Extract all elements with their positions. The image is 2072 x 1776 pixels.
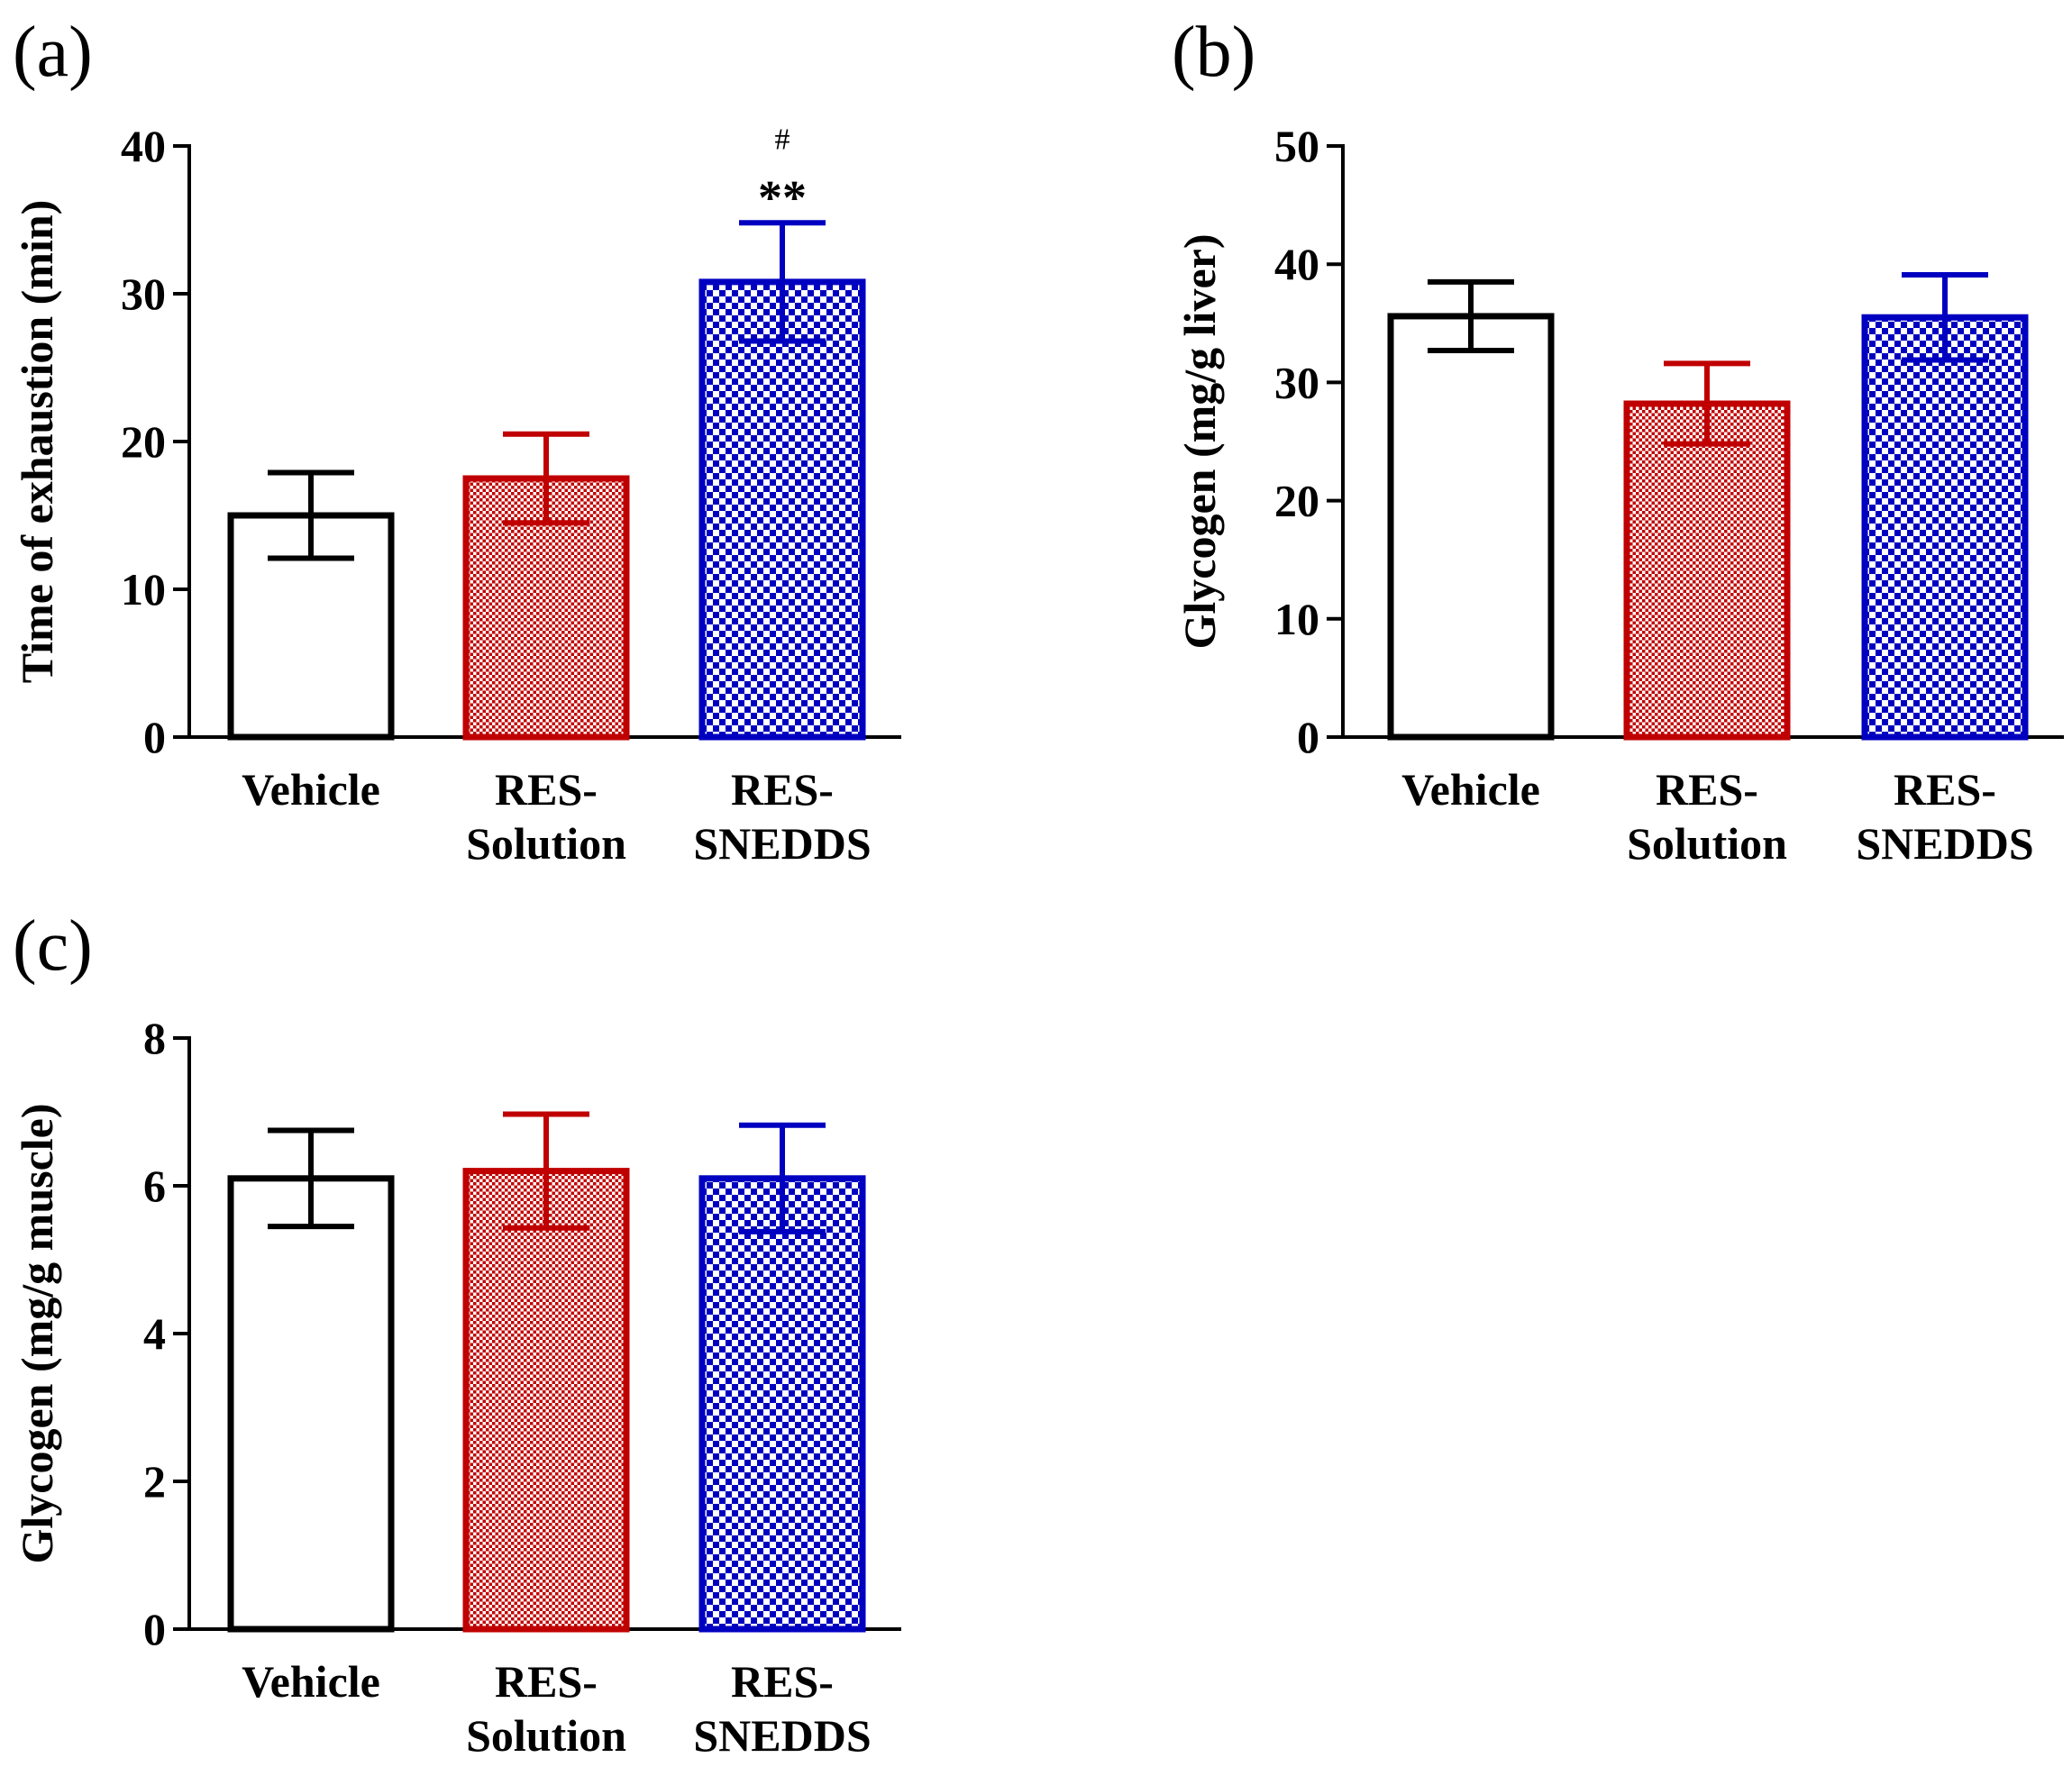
category-label: Solution: [466, 818, 626, 869]
category-label: RES-: [1656, 764, 1758, 815]
panel-label-c: (c): [13, 906, 93, 986]
bar-res-solution: [1623, 400, 1791, 741]
y-tick-label: 0: [1297, 712, 1319, 762]
y-axis-title: Glycogen (mg/g liver): [1174, 234, 1225, 650]
y-tick-label: 10: [1274, 594, 1319, 644]
y-tick-label: 20: [1274, 476, 1319, 526]
category-label: RES-: [731, 1656, 834, 1707]
y-tick-label: 8: [143, 1013, 166, 1063]
panel-label-a: (a): [13, 13, 93, 92]
y-tick-label: 10: [121, 564, 166, 615]
y-tick-label: 40: [121, 121, 166, 171]
category-label: RES-: [731, 764, 834, 815]
chart-exhaustion-time: 0 10 20 30 40 Time of exhaustion (min) Vehicle…: [12, 121, 901, 869]
y-tick-label: 40: [1274, 239, 1319, 289]
y-tick-label: 2: [143, 1456, 166, 1507]
y-tick-label: 6: [143, 1161, 166, 1211]
y-tick-label: 50: [1274, 121, 1319, 171]
bar-res-snedds: [698, 278, 866, 741]
category-label: RES-: [495, 1656, 598, 1707]
y-tick-label: 20: [121, 416, 166, 467]
chart-liver-glycogen: 0 10 20 30 40 50 Glycogen (mg/g liver) Vehicle R…: [1174, 121, 2064, 869]
y-tick-label: 0: [143, 712, 166, 762]
bar-res-snedds: [1861, 314, 2029, 741]
significance-stars: **: [758, 170, 807, 224]
category-label: SNEDDS: [693, 1710, 871, 1761]
bar-vehicle: [1387, 313, 1555, 741]
category-label: Solution: [466, 1710, 626, 1761]
bar-res-snedds: [698, 1175, 866, 1633]
y-axis-title: Glycogen (mg/g muscle): [12, 1103, 62, 1563]
category-label: RES-: [1894, 764, 1996, 815]
category-label: Vehicle: [1401, 764, 1540, 815]
bar-res-solution: [462, 1168, 630, 1633]
y-tick-label: 0: [143, 1604, 166, 1654]
category-label: Solution: [1627, 818, 1787, 869]
category-label: SNEDDS: [1856, 818, 2033, 869]
y-axis-title: Time of exhaustion (min): [12, 200, 62, 684]
category-label: RES-: [495, 764, 598, 815]
category-label: Vehicle: [242, 764, 380, 815]
category-label: SNEDDS: [693, 818, 871, 869]
category-label: Vehicle: [242, 1656, 380, 1707]
bar-vehicle: [227, 1175, 395, 1633]
significance-hash: #: [775, 123, 790, 156]
y-tick-label: 30: [121, 269, 166, 319]
panel-label-b: (b): [1172, 13, 1256, 92]
bar-vehicle: [227, 512, 395, 741]
y-tick-label: 4: [143, 1308, 166, 1359]
y-tick-label: 30: [1274, 357, 1319, 407]
